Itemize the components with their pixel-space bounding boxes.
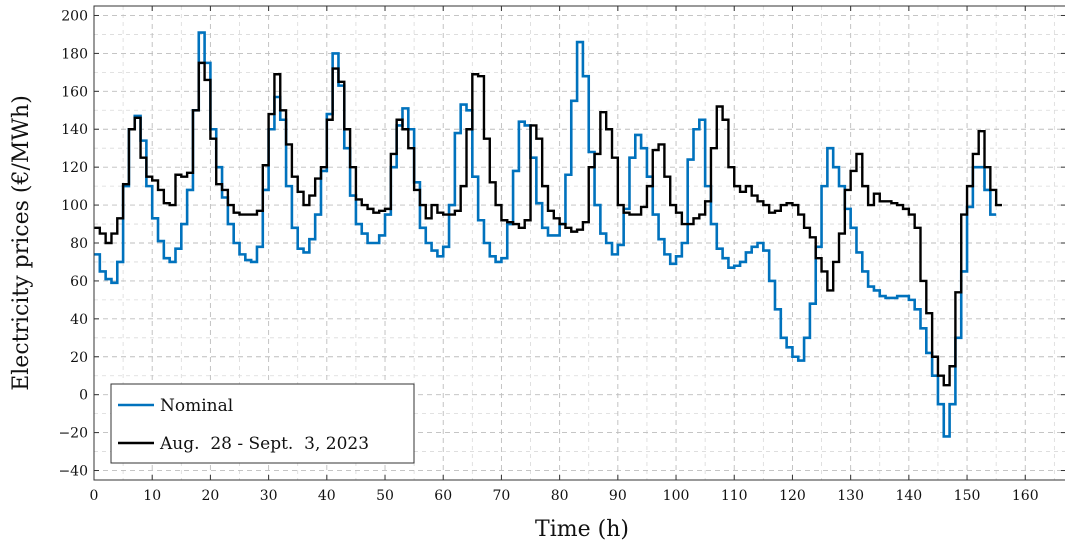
x-tick-label: 80 [551,488,569,504]
x-tick-labels: 0 10 20 30 40 50 60 70 80 90 100 110 120 130 140 150 160 [90,488,1039,504]
y-tick-label: −20 [58,426,88,442]
y-tick-label: 40 [70,312,88,328]
x-tick-label: 100 [663,488,690,504]
y-tick-label: 100 [61,198,88,214]
x-tick-label: 70 [493,488,511,504]
y-tick-label: 60 [70,274,88,290]
y-tick-labels: −40 −20 0 20 40 60 80 100 120 140 160 180 200 [58,8,88,479]
legend-box [110,383,415,464]
legend-label-nominal: Nominal [160,396,233,416]
axis-ticks [93,6,1065,480]
x-tick-label: 30 [260,488,278,504]
x-tick-label: 0 [90,488,99,504]
y-tick-label: 180 [61,46,88,62]
y-tick-label: 20 [70,350,88,366]
x-tick-label: 160 [1012,488,1039,504]
x-tick-label: 120 [779,488,806,504]
x-tick-label: 90 [609,488,627,504]
legend: Nominal Aug. 28 - Sept. 3, 2023 [110,383,415,464]
x-tick-label: 10 [143,488,161,504]
x-tick-label: 140 [895,488,922,504]
legend-label-2023: Aug. 28 - Sept. 3, 2023 [159,434,369,454]
x-tick-label: 150 [954,488,981,504]
x-tick-label: 40 [318,488,336,504]
series-lines [94,31,1002,438]
x-tick-label: 130 [837,488,864,504]
y-axis-label: Electricity prices (€/MWh) [9,95,34,391]
x-tick-label: 110 [721,488,748,504]
series-line-0 [94,31,997,438]
y-tick-label: 160 [61,84,88,100]
x-tick-label: 50 [376,488,394,504]
y-tick-label: 140 [61,122,88,138]
y-tick-label: 0 [79,388,88,404]
x-axis-label: Time (h) [535,517,629,542]
x-tick-label: 20 [201,488,219,504]
x-tick-label: 60 [434,488,452,504]
y-tick-label: 80 [70,236,88,252]
series-line-1 [94,61,1002,387]
y-tick-label: −40 [58,464,88,480]
y-tick-label: 200 [61,8,88,24]
y-tick-label: 120 [61,160,88,176]
